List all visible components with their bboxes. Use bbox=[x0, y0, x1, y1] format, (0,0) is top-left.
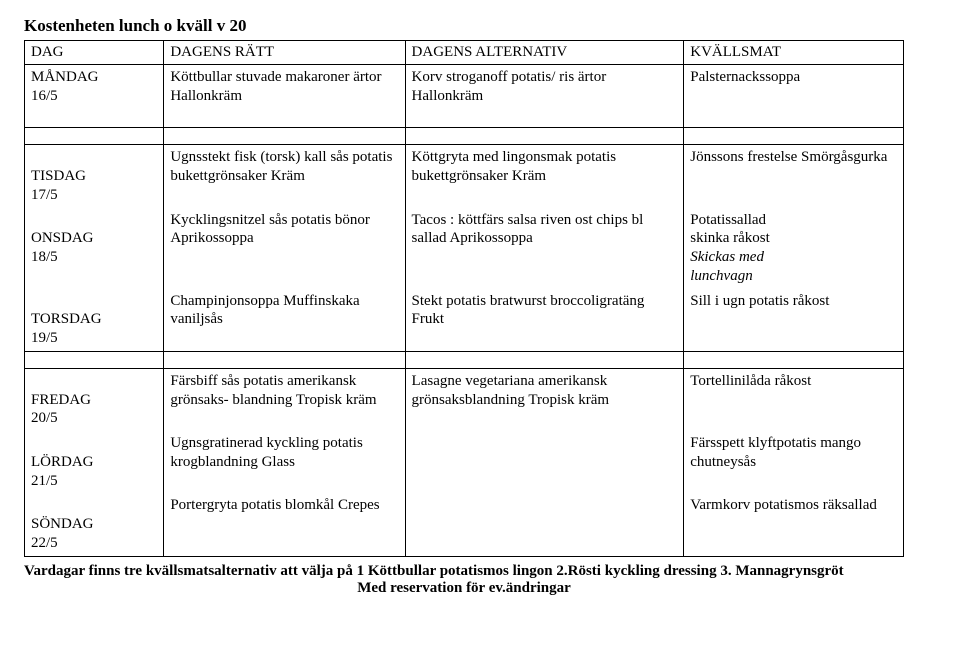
kvall-cell: Jönssons frestelse Smörgåsgurka bbox=[684, 145, 904, 208]
kvall-cell: Potatissallad skinka råkost Skickas med … bbox=[684, 208, 904, 289]
alt-cell: Tacos : köttfärs salsa riven ost chips b… bbox=[405, 208, 684, 289]
ratt-cell: Ugnsgratinerad kyckling potatis krogblan… bbox=[164, 431, 405, 493]
kvall-cell: Färsspett klyftpotatis mango chutneysås bbox=[684, 431, 904, 493]
day-cell: MÅNDAG 16/5 bbox=[25, 65, 164, 128]
footer: Vardagar finns tre kvällsmatsalternativ … bbox=[24, 563, 936, 597]
kvall-cell: Sill i ugn potatis råkost bbox=[684, 289, 904, 352]
table-row: SÖNDAG 22/5 Portergryta potatis blomkål … bbox=[25, 493, 904, 556]
menu-table: DAG DAGENS RÄTT DAGENS ALTERNATIV KVÄLLS… bbox=[24, 40, 904, 557]
footer-line1: Vardagar finns tre kvällsmatsalternativ … bbox=[24, 563, 936, 580]
day-cell: TISDAG 17/5 bbox=[25, 145, 164, 208]
footer-line2: Med reservation för ev.ändringar bbox=[24, 580, 904, 597]
col-kvall: KVÄLLSMAT bbox=[684, 41, 904, 65]
day-cell: TORSDAG 19/5 bbox=[25, 289, 164, 352]
table-row: MÅNDAG 16/5 Köttbullar stuvade makaroner… bbox=[25, 65, 904, 128]
day-cell: FREDAG 20/5 bbox=[25, 368, 164, 431]
ratt-cell: Portergryta potatis blomkål Crepes bbox=[164, 493, 405, 556]
page-title: Kostenheten lunch o kväll v 20 bbox=[24, 16, 936, 36]
col-alt: DAGENS ALTERNATIV bbox=[405, 41, 684, 65]
ratt-cell: Kycklingsnitzel sås potatis bönor Apriko… bbox=[164, 208, 405, 289]
ratt-cell: Ugnsstekt fisk (torsk) kall sås potatis … bbox=[164, 145, 405, 208]
ratt-cell: Köttbullar stuvade makaroner ärtor Hallo… bbox=[164, 65, 405, 128]
alt-cell: Korv stroganoff potatis/ ris ärtor Hallo… bbox=[405, 65, 684, 128]
ratt-cell: Färsbiff sås potatis amerikansk grönsaks… bbox=[164, 368, 405, 431]
day-cell: ONSDAG 18/5 bbox=[25, 208, 164, 289]
alt-cell: Köttgryta med lingonsmak potatis bukettg… bbox=[405, 145, 684, 208]
alt-cell: Lasagne vegetariana amerikansk grönsaksb… bbox=[405, 368, 684, 431]
col-ratt: DAGENS RÄTT bbox=[164, 41, 405, 65]
kvall-cell: Varmkorv potatismos räksallad bbox=[684, 493, 904, 556]
alt-cell: Stekt potatis bratwurst broccoligratäng … bbox=[405, 289, 684, 352]
table-row: FREDAG 20/5 Färsbiff sås potatis amerika… bbox=[25, 368, 904, 431]
table-row: LÖRDAG 21/5 Ugnsgratinerad kyckling pota… bbox=[25, 431, 904, 493]
col-day: DAG bbox=[25, 41, 164, 65]
table-row: TISDAG 17/5 Ugnsstekt fisk (torsk) kall … bbox=[25, 145, 904, 208]
table-row: ONSDAG 18/5 Kycklingsnitzel sås potatis … bbox=[25, 208, 904, 289]
table-row: TORSDAG 19/5 Champinjonsoppa Muffinskaka… bbox=[25, 289, 904, 352]
ratt-cell: Champinjonsoppa Muffinskaka vaniljsås bbox=[164, 289, 405, 352]
kvall-cell: Palsternackssoppa bbox=[684, 65, 904, 128]
day-cell: LÖRDAG 21/5 bbox=[25, 431, 164, 493]
alt-cell bbox=[405, 493, 684, 556]
alt-cell bbox=[405, 431, 684, 493]
kvall-cell: Tortellinilåda råkost bbox=[684, 368, 904, 431]
table-header-row: DAG DAGENS RÄTT DAGENS ALTERNATIV KVÄLLS… bbox=[25, 41, 904, 65]
day-cell: SÖNDAG 22/5 bbox=[25, 493, 164, 556]
